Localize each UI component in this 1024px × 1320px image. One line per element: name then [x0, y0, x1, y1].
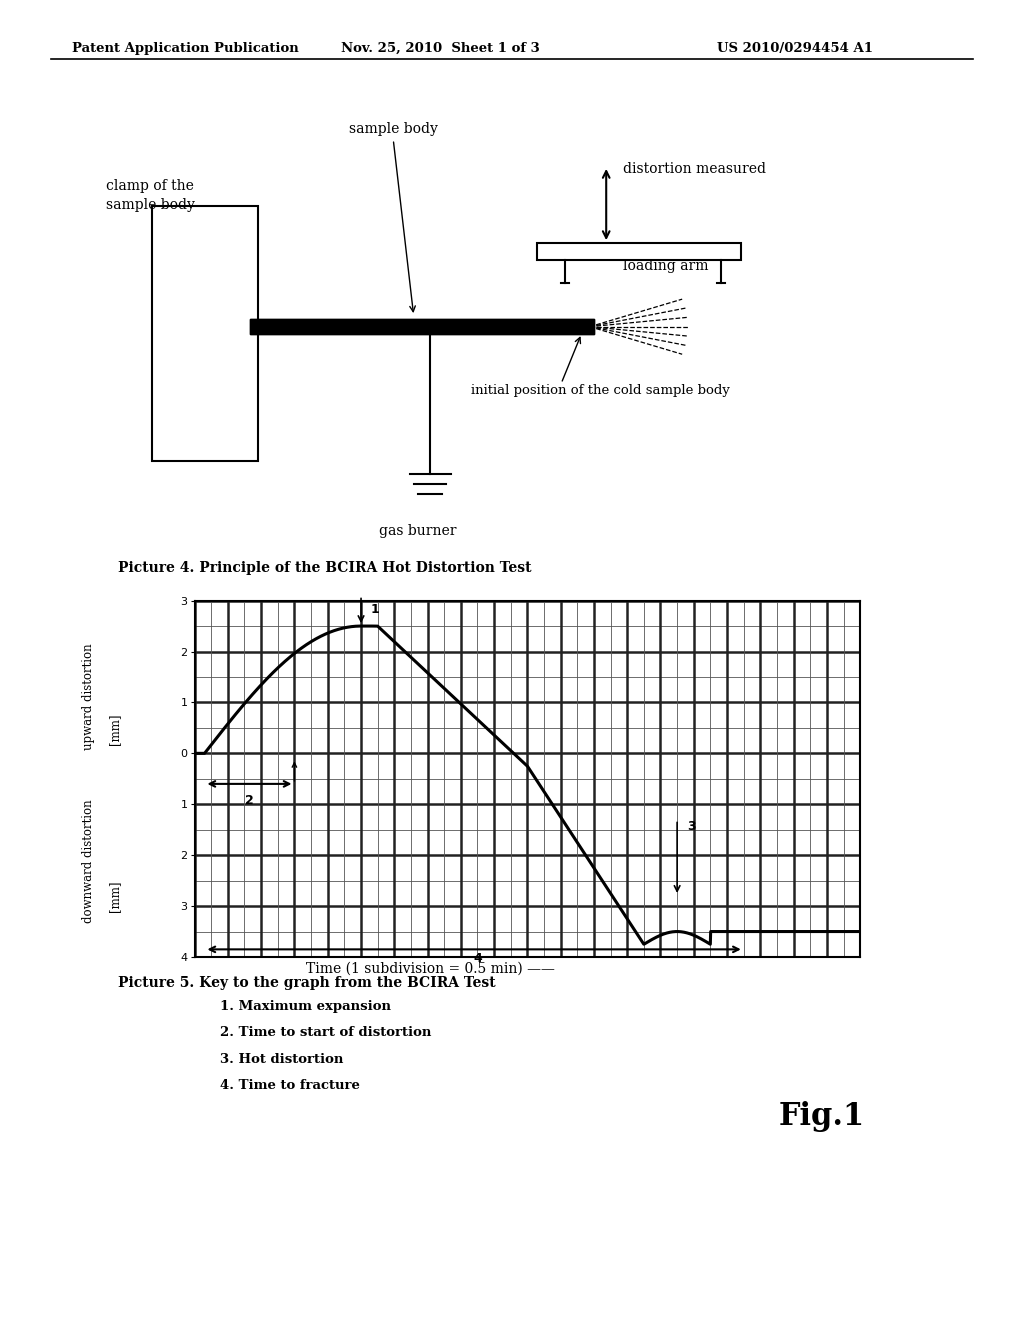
Text: clamp of the
sample body: clamp of the sample body: [106, 180, 196, 211]
Text: Patent Application Publication: Patent Application Publication: [72, 42, 298, 55]
Text: 1: 1: [371, 603, 380, 616]
Text: distortion measured: distortion measured: [623, 162, 766, 177]
Text: 2: 2: [245, 795, 254, 808]
Text: 4: 4: [473, 952, 482, 965]
Text: [mm]: [mm]: [109, 713, 121, 744]
Text: sample body: sample body: [349, 121, 437, 136]
Text: loading arm: loading arm: [623, 260, 708, 273]
Text: downward distortion: downward distortion: [82, 799, 94, 923]
Text: Picture 5. Key to the graph from the BCIRA Test: Picture 5. Key to the graph from the BCI…: [118, 977, 496, 990]
Text: initial position of the cold sample body: initial position of the cold sample body: [471, 384, 730, 397]
Text: 3. Hot distortion: 3. Hot distortion: [220, 1052, 343, 1065]
Text: gas burner: gas burner: [379, 524, 457, 539]
Text: 4. Time to fracture: 4. Time to fracture: [220, 1078, 360, 1092]
Text: upward distortion: upward distortion: [82, 644, 94, 750]
Bar: [250, 319, 594, 334]
Bar: [537, 243, 741, 260]
Bar: [152, 206, 258, 461]
Text: Nov. 25, 2010  Sheet 1 of 3: Nov. 25, 2010 Sheet 1 of 3: [341, 42, 540, 55]
Text: 2. Time to start of distortion: 2. Time to start of distortion: [220, 1026, 431, 1039]
Text: Fig.1: Fig.1: [778, 1101, 864, 1131]
Text: Picture 4. Principle of the BCIRA Hot Distortion Test: Picture 4. Principle of the BCIRA Hot Di…: [118, 561, 531, 574]
Text: 3: 3: [687, 820, 695, 833]
Text: Time (1 subdivision = 0.5 min) ——: Time (1 subdivision = 0.5 min) ——: [305, 962, 555, 975]
Text: [mm]: [mm]: [109, 880, 121, 912]
Text: US 2010/0294454 A1: US 2010/0294454 A1: [717, 42, 872, 55]
Text: 1. Maximum expansion: 1. Maximum expansion: [220, 999, 391, 1012]
